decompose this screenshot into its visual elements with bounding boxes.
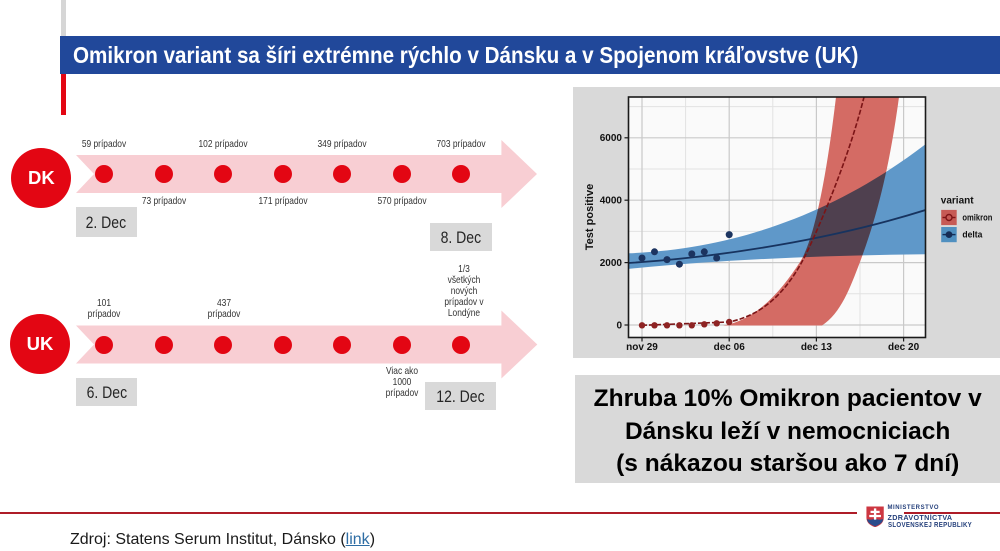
svg-text:nov 29: nov 29 xyxy=(626,342,658,353)
svg-text:0: 0 xyxy=(616,320,622,331)
svg-text:dec 13: dec 13 xyxy=(801,342,833,353)
svg-text:dec 20: dec 20 xyxy=(888,342,920,353)
svg-text:Test positive: Test positive xyxy=(584,184,596,250)
svg-text:variant: variant xyxy=(941,196,974,207)
svg-text:omikron: omikron xyxy=(962,213,992,224)
svg-text:4000: 4000 xyxy=(600,196,623,207)
svg-text:dec 06: dec 06 xyxy=(714,342,746,353)
svg-text:6000: 6000 xyxy=(600,133,623,144)
svg-text:2000: 2000 xyxy=(600,258,623,269)
svg-text:delta: delta xyxy=(962,230,983,241)
